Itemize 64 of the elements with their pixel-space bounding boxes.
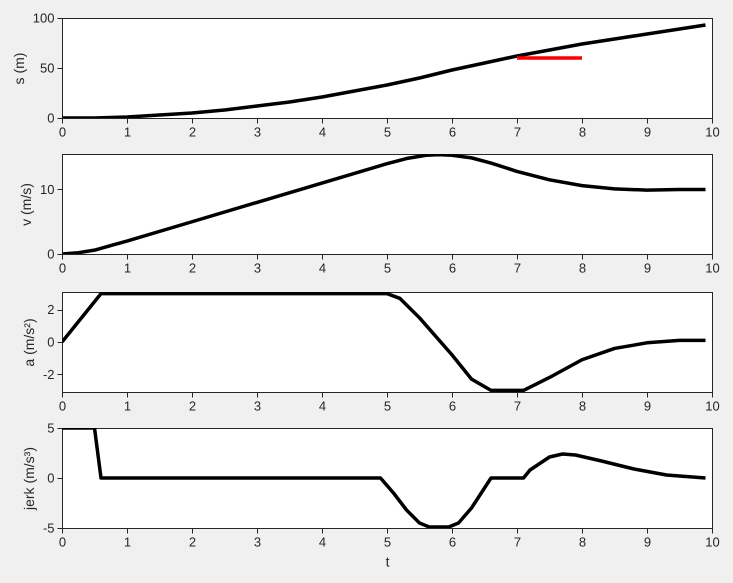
x-tick-label: 4 <box>318 260 326 276</box>
x-tick-label: 1 <box>124 398 132 414</box>
y-axis-title: a (m/s²) <box>20 318 37 367</box>
y-tick-label: 5 <box>47 420 54 436</box>
x-tick-label: 9 <box>644 260 652 276</box>
x-tick-label: 3 <box>254 124 262 140</box>
y-tick-label: 10 <box>40 182 54 197</box>
x-tick-label: 6 <box>448 398 456 414</box>
x-tick-label: 2 <box>188 534 196 550</box>
x-tick-label: 5 <box>384 534 392 550</box>
x-tick-label: 8 <box>578 260 586 276</box>
x-tick-label: 9 <box>644 534 652 550</box>
y-axis-title: s (m) <box>10 52 27 84</box>
x-tick-label: 5 <box>384 260 392 276</box>
x-tick-label: 0 <box>58 260 66 276</box>
x-tick-label: 4 <box>318 398 326 414</box>
x-tick-label: 8 <box>578 398 586 414</box>
x-tick-label: 10 <box>705 398 720 414</box>
x-tick-label: 0 <box>58 398 66 414</box>
y-tick-label: 0 <box>47 110 54 126</box>
x-tick-label: 7 <box>514 398 522 414</box>
x-tick-label: 8 <box>578 124 586 140</box>
x-tick-label: 8 <box>578 534 586 550</box>
x-tick-label: 7 <box>514 124 522 140</box>
x-tick-label: 3 <box>254 260 262 276</box>
y-axis-title: v (m/s) <box>18 183 34 226</box>
x-tick-label: 4 <box>318 124 326 140</box>
x-tick-label: 6 <box>448 124 456 140</box>
x-tick-label: 3 <box>254 534 262 550</box>
x-tick-label: 5 <box>384 124 392 140</box>
x-tick-label: 6 <box>448 534 456 550</box>
y-tick-label: 2 <box>47 302 54 318</box>
x-tick-label: 9 <box>644 398 652 414</box>
x-tick-label: 5 <box>384 398 392 414</box>
line-series <box>62 154 708 254</box>
x-tick-label: 7 <box>514 260 522 276</box>
x-tick-label: 1 <box>124 260 132 276</box>
x-tick-label: 10 <box>705 260 720 276</box>
x-tick-label: 6 <box>448 260 456 276</box>
line-series <box>62 428 708 528</box>
y-tick-label: 100 <box>32 10 54 26</box>
y-tick-label: 0 <box>47 470 54 486</box>
x-tick-label: 7 <box>514 534 522 550</box>
x-tick-label: 10 <box>705 534 720 550</box>
x-tick-label: 10 <box>705 124 720 140</box>
line-series <box>62 23 708 118</box>
y-tick-label: 50 <box>40 60 54 76</box>
y-tick-label: 0 <box>47 334 54 350</box>
x-axis-title: t <box>386 554 390 570</box>
x-tick-label: 2 <box>188 124 196 140</box>
y-tick-label: 0 <box>47 246 54 262</box>
x-tick-label: 3 <box>254 398 262 414</box>
x-tick-label: 4 <box>318 534 326 550</box>
x-tick-label: 0 <box>58 534 66 550</box>
x-tick-label: 1 <box>124 534 132 550</box>
x-tick-label: 1 <box>124 124 132 140</box>
line-series <box>62 292 708 392</box>
y-axis-title: jerk (m/s³) <box>20 447 37 511</box>
y-tick-label: -2 <box>42 366 54 382</box>
x-tick-label: 2 <box>188 398 196 414</box>
x-tick-label: 2 <box>188 260 196 276</box>
x-tick-label: 0 <box>58 124 66 140</box>
y-tick-label: -5 <box>42 520 54 536</box>
x-tick-label: 9 <box>644 124 652 140</box>
